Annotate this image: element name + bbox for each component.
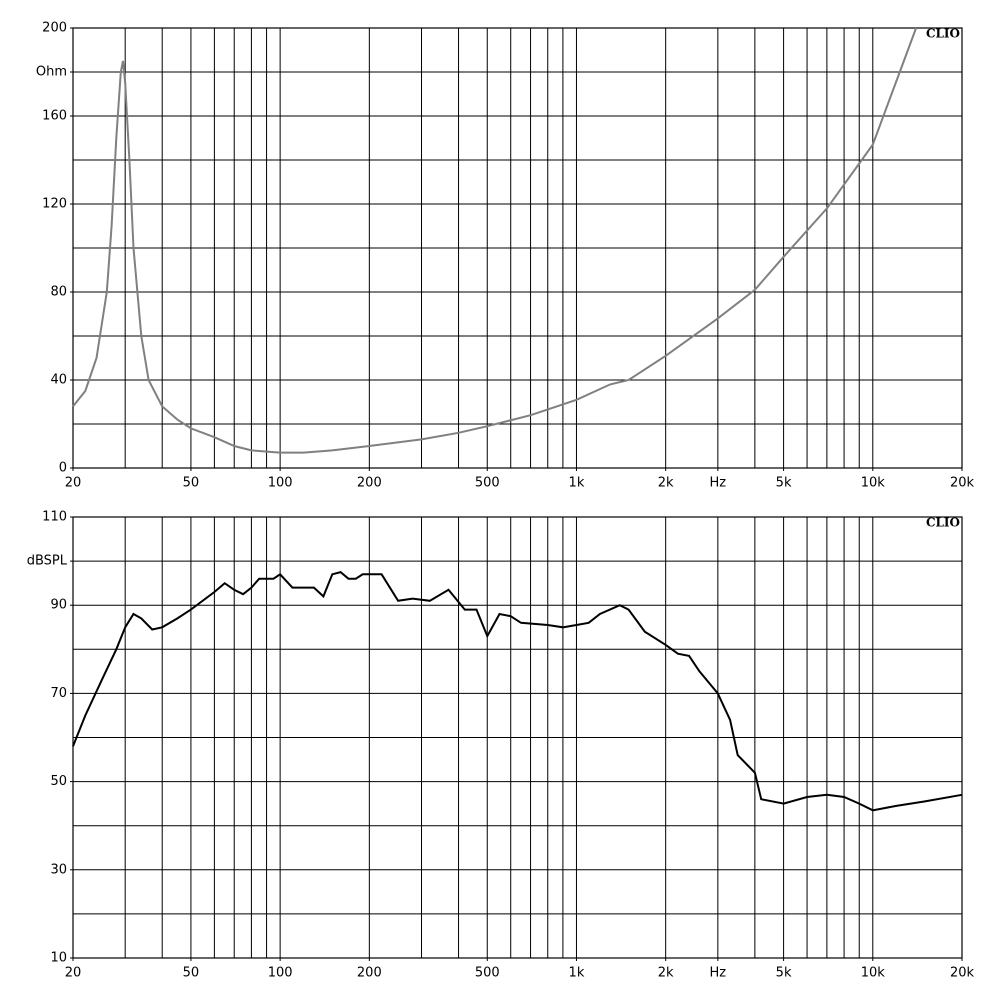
x-tick-label: 1k [569,476,585,491]
curve [72,27,918,454]
y-tick-label: Ohm [36,65,67,80]
y-tick-label: dBSPL [27,554,68,569]
y-tick-label: 50 [50,774,67,789]
x-tick-label: Hz [710,966,727,981]
x-tick-label: 200 [357,966,382,981]
x-tick-label: 100 [268,966,293,981]
y-tick-label: 80 [50,285,67,300]
y-tick-label: 70 [50,686,67,701]
curve [72,570,963,812]
x-tick-label: 20 [65,476,82,491]
x-tick-label: Hz [710,476,727,491]
x-tick-label: 50 [183,966,200,981]
y-tick-label: 0 [59,461,67,476]
x-tick-label: 200 [357,476,382,491]
x-tick-label: 20k [950,476,975,491]
y-tick-label: 40 [50,373,67,388]
x-tick-label: 10k [861,966,886,981]
x-tick-label: 50 [183,476,200,491]
y-tick-label: 30 [50,862,67,877]
x-tick-label: 10k [861,476,886,491]
x-tick-label: 20 [65,966,82,981]
y-tick-label: 90 [50,598,67,613]
y-tick-label: 10 [50,951,67,966]
x-tick-label: 2k [658,966,674,981]
x-tick-label: 2k [658,476,674,491]
y-tick-label: 120 [42,197,67,212]
brand-label: CLIO [926,516,960,530]
x-tick-label: 20k [950,966,975,981]
x-tick-label: 100 [268,476,293,491]
brand-label: CLIO [926,27,960,41]
x-tick-label: 500 [475,476,500,491]
y-tick-label: 110 [42,510,67,525]
x-tick-label: 1k [569,966,585,981]
y-tick-label: 200 [42,21,67,36]
x-tick-label: 500 [475,966,500,981]
x-tick-label: 5k [776,476,792,491]
x-tick-label: 5k [776,966,792,981]
y-tick-label: 160 [42,109,67,124]
